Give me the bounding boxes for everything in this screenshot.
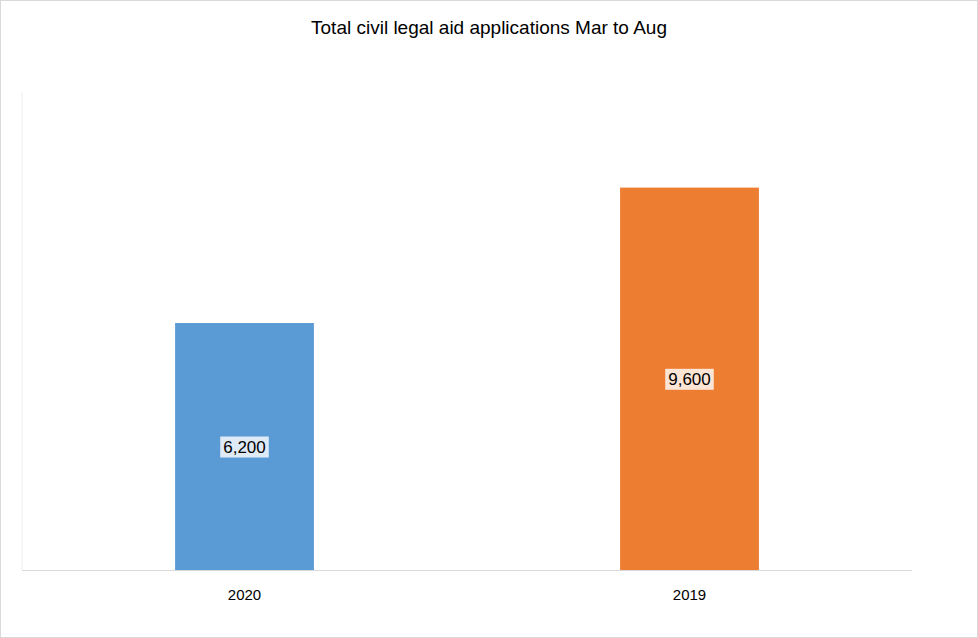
bars bbox=[175, 188, 759, 570]
x-tick-label: 2019 bbox=[673, 586, 706, 603]
chart-root: Total civil legal aid applications Mar t… bbox=[0, 0, 978, 638]
data-label: 6,200 bbox=[223, 438, 266, 457]
data-label-bg bbox=[220, 437, 269, 458]
data-label-bg bbox=[665, 369, 714, 390]
data-label: 9,600 bbox=[668, 370, 711, 389]
data-label-group: 9,600 bbox=[665, 369, 714, 390]
x-axis-line bbox=[22, 570, 912, 571]
bar bbox=[620, 188, 759, 570]
x-tick-label: 2020 bbox=[228, 586, 261, 603]
bar bbox=[175, 323, 314, 570]
chart-title: Total civil legal aid applications Mar t… bbox=[311, 17, 667, 38]
data-label-group: 6,200 bbox=[220, 437, 269, 458]
y-axis-line bbox=[22, 92, 23, 570]
chart-frame bbox=[1, 1, 978, 638]
